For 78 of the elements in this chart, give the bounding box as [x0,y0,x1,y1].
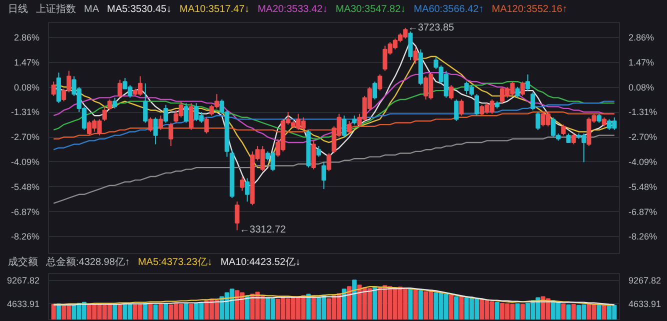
text: MA120:3552.16↑ [492,4,568,15]
candlestick [204,116,209,134]
y2-tick-label: 9267.82 [628,276,662,286]
candlestick [51,81,56,96]
y-tick-label: 4633.91 [6,299,40,310]
candlestick [413,47,418,64]
candlestick [378,74,382,92]
y2-tick-label: -4.09% [628,156,658,167]
y-tick-label: 9267.82 [6,276,40,286]
candlestick [474,94,480,116]
candlestick [515,86,520,98]
candlestick [316,146,321,158]
text: 上证指数 [36,4,76,15]
candlestick [234,201,240,231]
candlestick [459,99,464,116]
candlestick [163,104,168,124]
y-tick-label: -5.48% [10,182,40,192]
text: 总金额:4328.98亿↑ [46,257,130,268]
text: MA5:3530.45↓ [107,4,172,15]
text: MA5:4373.23亿↓ [138,257,212,268]
y-tick-label: -2.70% [10,132,40,142]
text: MA10:4423.52亿↓ [220,257,300,268]
candlestick [158,115,163,130]
candlestick [102,106,107,122]
candlestick [168,122,174,147]
text: MA60:3566.42↑ [414,4,484,15]
y2-tick-label: -8.26% [628,232,658,242]
candlestick [311,140,316,170]
candlestick [153,116,158,145]
text: 日线 [8,4,28,15]
candlestick [107,99,112,111]
text: MA10:3517.47↓ [180,4,250,15]
line-series [53,100,615,150]
candlestick [561,124,566,136]
y-tick-label: -4.09% [10,156,40,167]
y2-tick-label: 0.08% [628,82,654,92]
y2-tick-label: -6.87% [628,206,658,217]
candlestick [326,152,332,172]
candlestick [448,84,454,100]
y-tick-label: -1.31% [10,107,40,118]
text: MA20:3533.42↓ [258,4,328,15]
y-tick-label: 1.47% [14,57,40,68]
candlestick [536,112,540,130]
candlestick [347,120,352,134]
text: MA [84,4,99,15]
candlestick [372,81,378,100]
candlestick [184,102,188,124]
candlestick [56,72,61,104]
annotation: ←3312.72 [240,224,286,236]
y2-tick-label: 2.86% [628,32,654,43]
candlestick [454,99,459,122]
y2-tick-label: -2.70% [628,132,658,142]
y2-tick-label: 4633.91 [628,299,662,310]
candlestick [408,30,413,61]
candlestick [571,133,576,145]
candlestick [342,115,346,138]
candlestick [188,102,194,130]
candlestick [520,81,525,96]
y-tick-label: -8.26% [10,232,40,242]
candlestick [143,82,148,124]
y-tick-label: 0.08% [14,82,40,92]
candlestick [148,116,153,132]
y2-tick-label: -1.31% [628,107,658,118]
candlestick [245,178,250,202]
candlestick [112,97,118,109]
text: MA30:3547.82↓ [336,4,406,15]
candlestick [530,92,536,111]
annotation: ←3723.85 [408,22,455,34]
y-tick-label: 2.86% [14,32,40,43]
candlestick [240,176,245,192]
y-tick-label: -6.87% [10,206,40,217]
text: 成交额 [8,257,38,268]
candlestick [118,79,122,98]
y2-tick-label: 1.47% [628,57,654,68]
candlestick [322,162,326,190]
candlestick [525,74,530,92]
line-series [53,134,615,204]
y2-tick-label: -5.48% [628,182,658,192]
